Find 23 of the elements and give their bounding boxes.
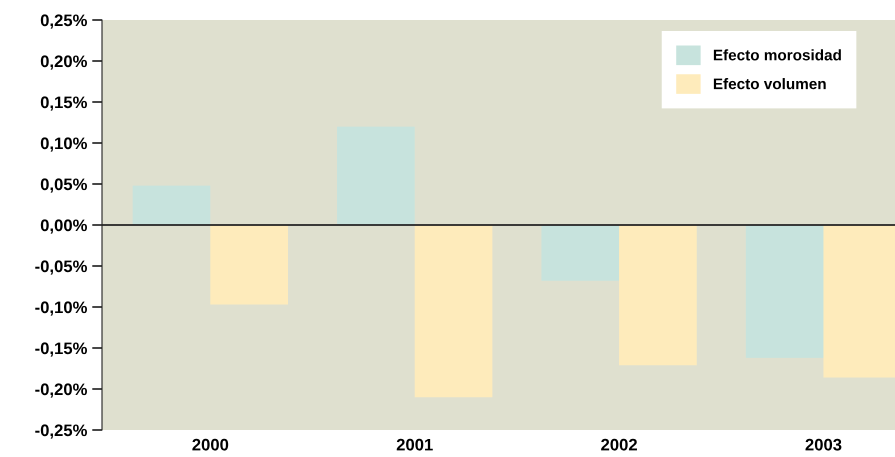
legend-label: Efecto morosidad	[714, 49, 841, 60]
y-tick-label: -0,05%	[35, 260, 87, 275]
bar	[210, 225, 288, 305]
x-tick-label: 2000	[192, 438, 228, 451]
y-tick-label: 0,00%	[40, 219, 87, 234]
bar	[541, 225, 620, 281]
x-tick-label: 2001	[396, 438, 433, 451]
legend-label: Efecto volumen	[714, 78, 826, 90]
y-tick-label: -0,25%	[35, 424, 87, 439]
bar	[337, 126, 415, 225]
bar	[132, 186, 210, 225]
x-tick-label: 2003	[806, 438, 842, 451]
y-tick-label: -0,20%	[35, 383, 87, 398]
y-tick-label: 0,10%	[40, 137, 87, 152]
x-tick-label: 2002	[601, 438, 637, 451]
y-tick-label: 0,05%	[40, 178, 87, 193]
y-tick-label: 0,15%	[40, 96, 87, 111]
bar	[414, 225, 492, 398]
y-tick-label: -0,15%	[35, 342, 87, 357]
y-tick-label: 0,20%	[40, 55, 87, 70]
bar	[619, 225, 697, 366]
y-tick-label: 0,25%	[40, 14, 87, 29]
y-tick-label: -0,10%	[35, 301, 87, 316]
